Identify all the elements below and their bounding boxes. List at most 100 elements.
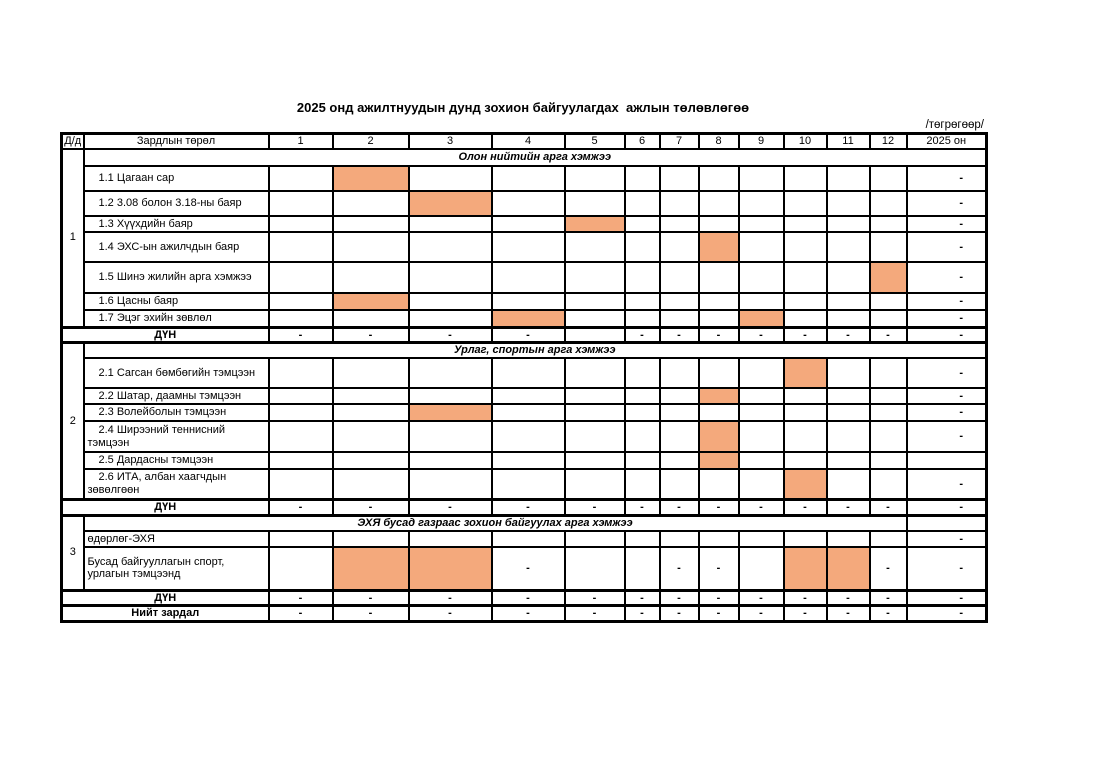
total-cell: - bbox=[905, 325, 988, 345]
month-cell: - bbox=[825, 604, 871, 623]
row-label: өдөрлөг-ЭХЯ bbox=[82, 529, 270, 549]
month-cell bbox=[737, 451, 785, 470]
month-cell bbox=[825, 231, 871, 264]
month-cell: - bbox=[782, 325, 828, 345]
month-cell bbox=[658, 451, 700, 470]
month-cell bbox=[331, 356, 410, 389]
month-cell bbox=[737, 403, 785, 423]
month-cell bbox=[490, 386, 566, 406]
month-cell: - bbox=[697, 588, 740, 608]
month-cell: - bbox=[737, 325, 785, 345]
month-cell bbox=[782, 451, 828, 470]
highlighted-month-cell bbox=[868, 261, 908, 295]
month-cell: - bbox=[407, 588, 493, 608]
month-cell bbox=[490, 451, 566, 470]
month-cell bbox=[697, 356, 740, 389]
month-cell bbox=[868, 189, 908, 217]
month-cell bbox=[563, 386, 626, 406]
column-header: 2025 он bbox=[905, 132, 988, 150]
month-cell bbox=[563, 529, 626, 549]
month-cell bbox=[331, 451, 410, 470]
month-cell bbox=[658, 164, 700, 192]
month-cell bbox=[623, 420, 661, 454]
month-cell: - bbox=[490, 588, 566, 608]
month-cell bbox=[563, 356, 626, 389]
month-cell bbox=[490, 164, 566, 192]
highlighted-month-cell bbox=[697, 386, 740, 406]
month-cell: - bbox=[490, 546, 566, 592]
month-cell bbox=[490, 403, 566, 423]
month-cell bbox=[407, 308, 493, 329]
month-cell bbox=[868, 386, 908, 406]
month-cell bbox=[331, 403, 410, 423]
plan-table: Д/д Зардлын төрөл 1 2 3 4 5 6 7 8 9 10 11 12 2025 он 1 О… bbox=[60, 132, 988, 623]
month-cell bbox=[825, 308, 871, 329]
summary-label: Нийт зардал bbox=[60, 604, 270, 623]
month-cell bbox=[267, 189, 334, 217]
month-cell bbox=[868, 292, 908, 311]
month-cell bbox=[331, 386, 410, 406]
month-cell bbox=[407, 451, 493, 470]
month-cell: - bbox=[825, 498, 871, 517]
column-header: Д/д bbox=[60, 132, 85, 150]
row-label: Бусад байгууллагын спорт, урлагын тэмцээ… bbox=[82, 546, 270, 592]
month-cell: - bbox=[623, 588, 661, 608]
month-cell bbox=[825, 386, 871, 406]
month-cell bbox=[623, 451, 661, 470]
month-cell bbox=[658, 308, 700, 329]
month-cell bbox=[331, 189, 410, 217]
month-cell: - bbox=[490, 325, 566, 345]
month-cell bbox=[697, 164, 740, 192]
month-cell: - bbox=[825, 588, 871, 608]
row-label: 2.5 Дардасны тэмцээн bbox=[82, 451, 270, 470]
month-cell bbox=[407, 467, 493, 501]
month-cell: - bbox=[658, 498, 700, 517]
month-cell: - bbox=[407, 604, 493, 623]
month-cell: - bbox=[697, 546, 740, 592]
row-label: 1.1 Цагаан сар bbox=[82, 164, 270, 192]
month-cell bbox=[563, 451, 626, 470]
month-cell: - bbox=[697, 325, 740, 345]
month-cell bbox=[737, 261, 785, 295]
row-label: 1.4 ЭХС-ын ажилчдын баяр bbox=[82, 231, 270, 264]
highlighted-month-cell bbox=[697, 231, 740, 264]
month-cell: - bbox=[563, 498, 626, 517]
month-cell bbox=[737, 420, 785, 454]
month-cell bbox=[490, 529, 566, 549]
section-title: ЭХЯ бусад газраас зохион байгуулах арга … bbox=[82, 514, 908, 532]
column-header: 5 bbox=[563, 132, 626, 150]
month-cell bbox=[658, 214, 700, 234]
month-cell bbox=[868, 467, 908, 501]
row-label: 1.6 Цасны баяр bbox=[82, 292, 270, 311]
column-header: 6 bbox=[623, 132, 661, 150]
section-number: 3 bbox=[60, 514, 85, 592]
month-cell: - bbox=[331, 325, 410, 345]
month-cell bbox=[868, 164, 908, 192]
month-cell bbox=[331, 231, 410, 264]
month-cell: - bbox=[658, 325, 700, 345]
month-cell bbox=[825, 214, 871, 234]
section-number: 1 bbox=[60, 147, 85, 329]
month-cell bbox=[267, 231, 334, 264]
month-cell bbox=[407, 292, 493, 311]
month-cell bbox=[658, 529, 700, 549]
month-cell: - bbox=[737, 498, 785, 517]
month-cell bbox=[868, 356, 908, 389]
column-header: 3 bbox=[407, 132, 493, 150]
row-label: 1.5 Шинэ жилийн арга хэмжээ bbox=[82, 261, 270, 295]
month-cell bbox=[623, 546, 661, 592]
month-cell: - bbox=[868, 604, 908, 623]
highlighted-month-cell bbox=[782, 546, 828, 592]
month-cell bbox=[825, 529, 871, 549]
month-cell bbox=[658, 189, 700, 217]
month-cell bbox=[697, 261, 740, 295]
summary-label: ДҮН bbox=[60, 588, 270, 608]
month-cell bbox=[623, 189, 661, 217]
month-cell: - bbox=[331, 604, 410, 623]
total-cell: - bbox=[905, 261, 988, 295]
month-cell: - bbox=[825, 325, 871, 345]
month-cell bbox=[490, 420, 566, 454]
month-cell bbox=[623, 386, 661, 406]
total-cell bbox=[905, 514, 988, 532]
total-cell: - bbox=[905, 546, 988, 592]
